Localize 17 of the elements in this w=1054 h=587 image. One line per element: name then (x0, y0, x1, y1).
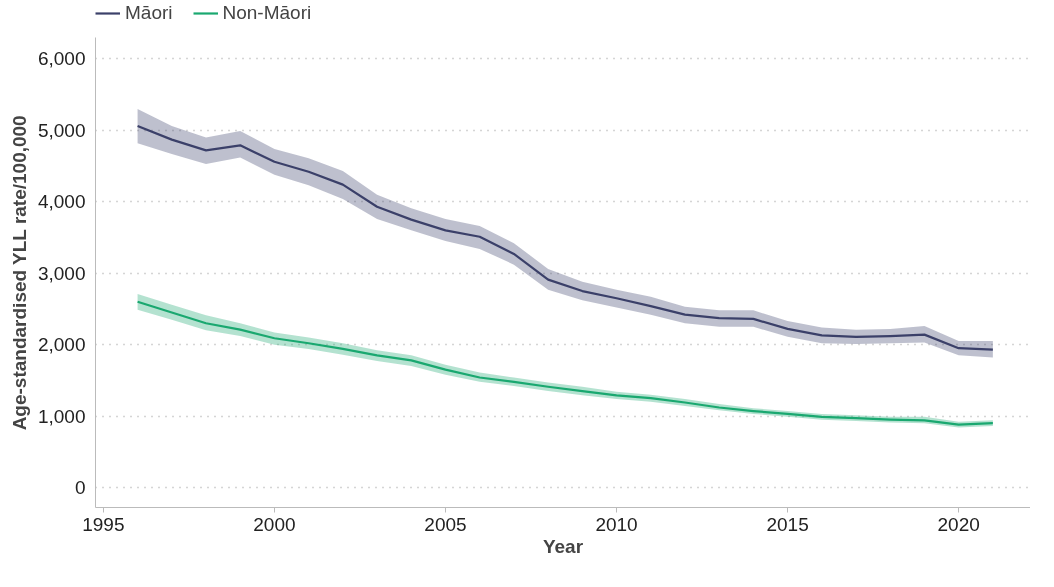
x-tick-label: 1995 (82, 513, 125, 535)
x-tick-label: 2020 (937, 513, 980, 535)
x-tick-label: 2010 (595, 513, 638, 535)
x-tick-label: 2000 (253, 513, 296, 535)
y-tick-label: 2,000 (37, 334, 86, 356)
y-tick-label: 6,000 (37, 48, 86, 70)
y-axis-title: Age-standardised YLL rate/100,000 (8, 115, 30, 431)
x-axis-title: Year (542, 535, 584, 557)
y-tick-label: 0 (74, 477, 86, 498)
legend-label: Māori (125, 2, 173, 24)
legend-label: Non-Māori (222, 2, 312, 24)
x-tick-label: 2005 (424, 513, 467, 535)
y-tick-label: 5,000 (37, 119, 86, 141)
y-tick-label: 3,000 (37, 262, 86, 284)
y-tick-label: 4,000 (37, 191, 86, 213)
y-tick-label: 1,000 (37, 405, 86, 427)
x-tick-label: 2015 (766, 513, 809, 535)
